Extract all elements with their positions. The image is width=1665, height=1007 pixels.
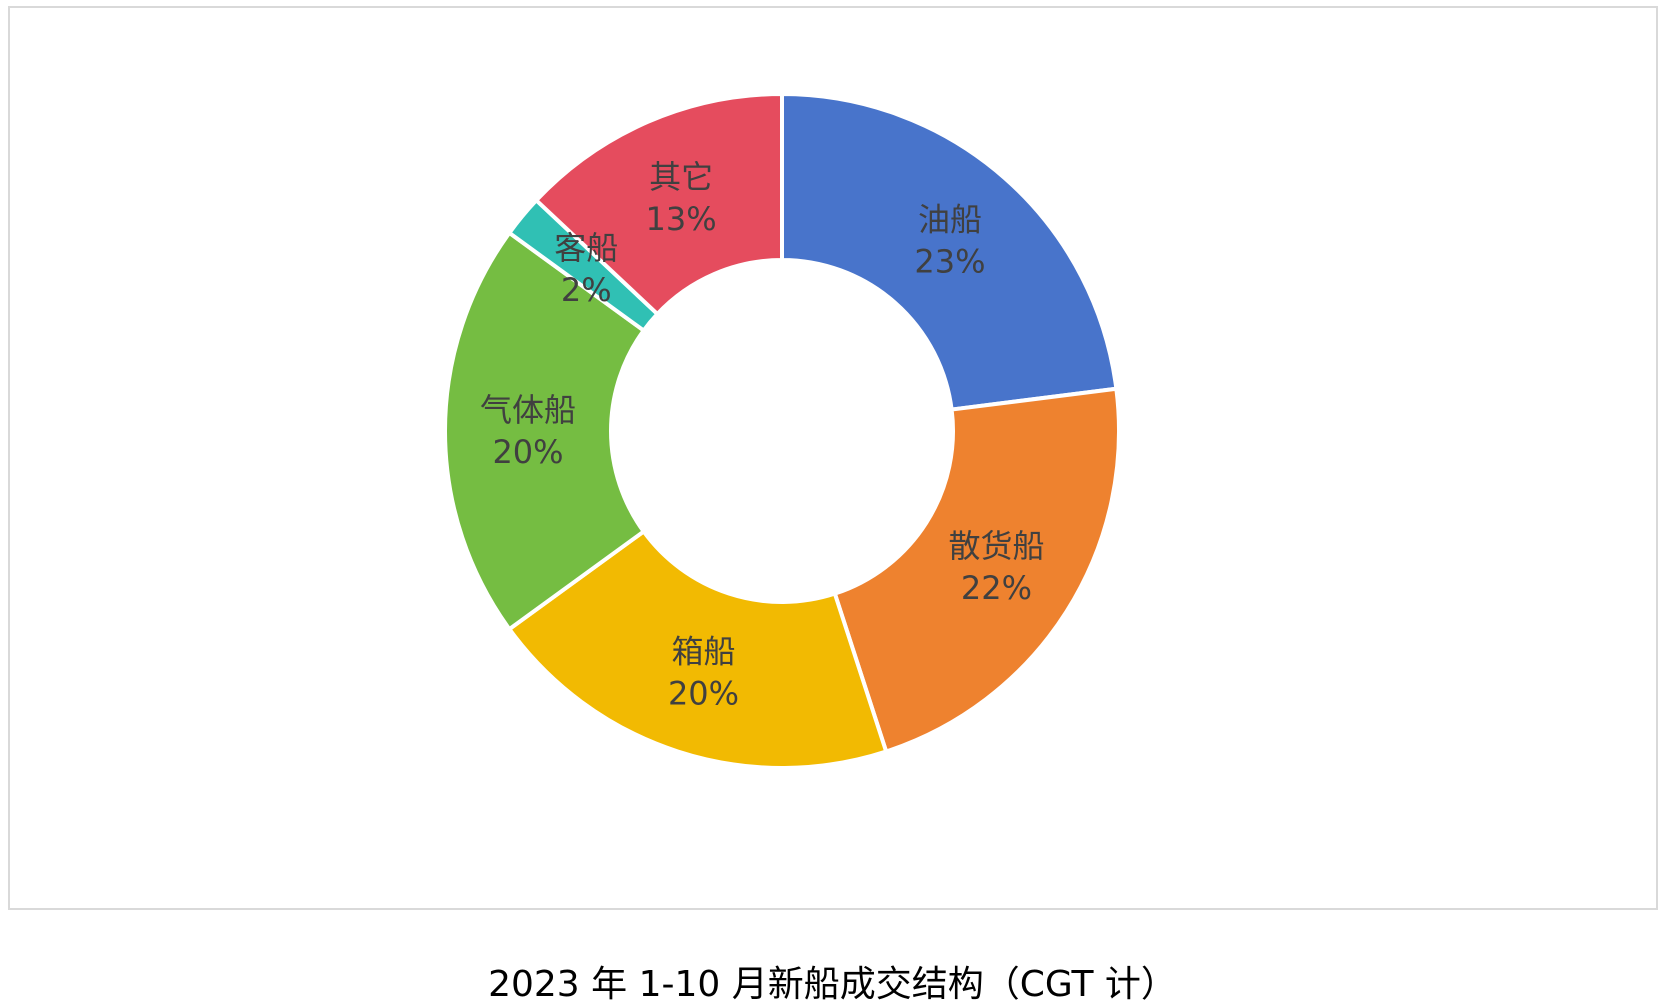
chart-caption: 2023 年 1-10 月新船成交结构（CGT 计） bbox=[488, 964, 1177, 1005]
slice-value-label-3: 20% bbox=[492, 433, 563, 471]
slice-value-label-0: 23% bbox=[914, 242, 985, 280]
slice-0 bbox=[780, 91, 1119, 412]
slice-value-label-2: 20% bbox=[668, 675, 739, 713]
slice-name-label-1: 散货船 bbox=[948, 527, 1044, 565]
slice-name-label-4: 客船 bbox=[554, 229, 618, 267]
slice-name-label-0: 油船 bbox=[918, 200, 982, 238]
slice-value-label-5: 13% bbox=[646, 200, 717, 238]
slice-3 bbox=[442, 230, 647, 632]
labels-group: 油船 23% 散货船 22% 箱船 20% 气体船 20% 客船 2% 其它 13% bbox=[480, 158, 1044, 713]
slices-group bbox=[442, 91, 1121, 770]
slice-name-label-2: 箱船 bbox=[672, 633, 736, 671]
slice-value-label-4: 2% bbox=[561, 271, 612, 309]
slice-2 bbox=[506, 528, 889, 770]
slice-value-label-1: 22% bbox=[961, 569, 1032, 607]
slice-1 bbox=[832, 386, 1121, 755]
slice-name-label-3: 气体船 bbox=[480, 391, 576, 429]
slice-5 bbox=[533, 91, 784, 317]
slice-name-label-5: 其它 bbox=[649, 158, 713, 196]
